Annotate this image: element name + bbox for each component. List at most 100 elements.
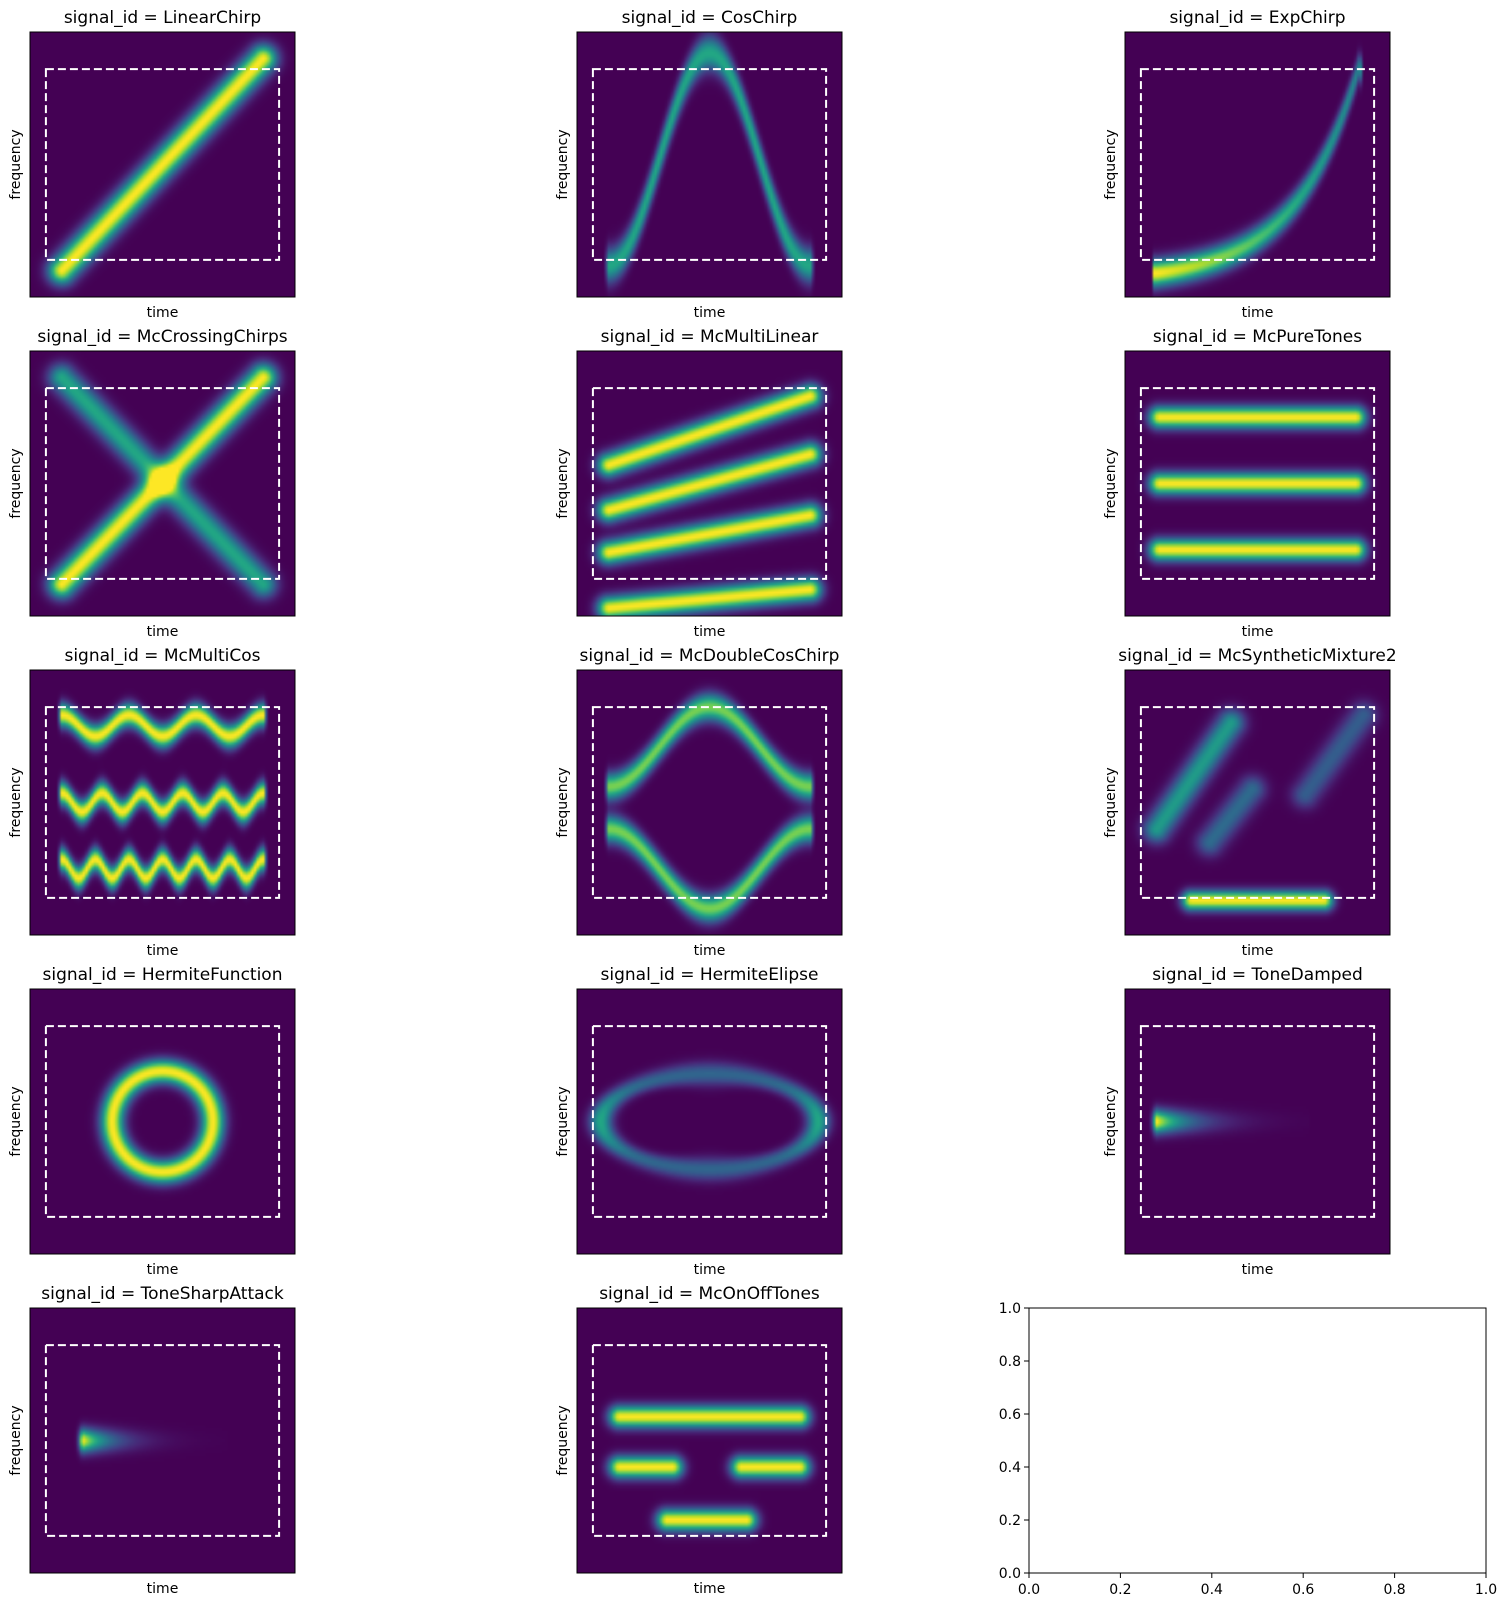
subplot: signal_id = HermiteFunction time frequency [8,965,296,1278]
axes-frame [1124,350,1391,617]
y-axis-label: frequency [555,129,571,199]
subplot: signal_id = McMultiCos time frequency [8,646,296,959]
subplot-title: signal_id = McOnOffTones [599,1284,820,1304]
heatmap-image [30,351,295,616]
heatmap-image [30,670,295,935]
y-axis-label: frequency [8,1086,24,1156]
subplot-title: signal_id = ExpChirp [1169,8,1345,28]
boundary-box [44,68,281,261]
subplot-title: signal_id = McCrossingChirps [37,327,287,347]
axes-frame [576,1307,843,1574]
x-tick-label: 0.0 [1018,1582,1040,1598]
y-axis-label: frequency [555,1405,571,1475]
y-tick-label: 0.8 [999,1354,1021,1370]
subplot-title: signal_id = ToneDamped [1152,965,1363,985]
subplot: signal_id = McMultiLinear time frequency [555,327,843,640]
subplot: signal_id = ToneDamped time frequency [1103,965,1391,1278]
y-axis-label: frequency [1103,1086,1119,1156]
x-axis-label: time [147,305,179,321]
subplot: signal_id = ExpChirp time frequency [1103,8,1391,321]
boundary-box [1139,387,1376,580]
y-axis-label: frequency [1103,448,1119,518]
empty-axes-frame [1028,1307,1487,1574]
boundary-box [591,706,828,899]
x-axis-label: time [147,943,179,959]
y-axis-label: frequency [8,448,24,518]
x-tick-label: 0.6 [1292,1582,1314,1598]
boundary-box [44,1344,281,1537]
y-axis-label: frequency [1103,767,1119,837]
boundary-box [591,68,828,261]
x-axis-label: time [1242,1262,1274,1278]
heatmap-image [577,670,842,935]
heatmap-image [577,351,842,616]
boundary-box [1139,68,1376,261]
subplot: signal_id = LinearChirp time frequency [8,8,296,321]
axes-frame [29,350,296,617]
subplot-title: signal_id = McSyntheticMixture2 [1118,646,1396,666]
subplot: signal_id = McSyntheticMixture2 time frequ… [1103,646,1397,959]
x-tick-label: 1.0 [1475,1582,1497,1598]
y-tick-label: 0.0 [999,1566,1021,1582]
subplot-title: signal_id = LinearChirp [64,8,261,28]
subplot: signal_id = CosChirp time frequency [555,8,843,321]
subplot: signal_id = ToneSharpAttack time frequency [8,1284,296,1597]
x-axis-label: time [694,1262,726,1278]
subplot: signal_id = McCrossingChirps time frequenc… [8,327,296,640]
y-axis-label: frequency [555,448,571,518]
y-axis-label: frequency [555,1086,571,1156]
axes-frame [1124,669,1391,936]
heatmap-image [30,1308,295,1573]
boundary-box [44,387,281,580]
x-tick-label: 0.4 [1201,1582,1223,1598]
boundary-box [44,1025,281,1218]
heatmap-image [577,989,842,1254]
x-axis-label: time [1242,624,1274,640]
subplot: 0.0 0.2 0.4 0.6 0.8 1.0 0.0 0.2 0.4 0.6 0.8 1.0 [999,1301,1497,1598]
axes-frame [29,31,296,298]
axes-frame [1124,988,1391,1255]
subplot: signal_id = McOnOffTones time frequency [555,1284,843,1597]
boundary-box [591,1344,828,1537]
x-axis-label: time [147,624,179,640]
x-axis-label: time [694,624,726,640]
subplot-title: signal_id = ToneSharpAttack [41,1284,284,1304]
subplot: signal_id = McPureTones time frequency [1103,327,1391,640]
boundary-box [1139,1025,1376,1218]
heatmap-image [1125,32,1390,297]
subplot-title: signal_id = McPureTones [1153,327,1362,347]
heatmap-image [577,1308,842,1573]
subplot: signal_id = McDoubleCosChirp time frequenc… [555,646,843,959]
axes-frame [576,988,843,1255]
subplot: signal_id = HermiteElipse time frequency [555,965,843,1278]
axes-frame [576,350,843,617]
y-axis-label: frequency [555,767,571,837]
y-axis-label: frequency [8,1405,24,1475]
axes-frame [576,31,843,298]
y-axis-label: frequency [1103,129,1119,199]
subplot-title: signal_id = McMultiLinear [601,327,819,347]
x-tick-label: 0.8 [1383,1582,1405,1598]
x-axis-label: time [1242,943,1274,959]
heatmap-image [1125,989,1390,1254]
x-axis-label: time [147,1581,179,1597]
axes-frame [29,988,296,1255]
x-axis-label: time [694,1581,726,1597]
boundary-box [1139,706,1376,899]
axes-frame [29,1307,296,1574]
subplot-title: signal_id = McDoubleCosChirp [580,646,840,666]
x-axis-label: time [1242,305,1274,321]
x-axis-label: time [147,1262,179,1278]
boundary-box [591,387,828,580]
y-axis-label: frequency [8,129,24,199]
y-tick-label: 0.4 [999,1460,1021,1476]
subplot-title: signal_id = McMultiCos [64,646,260,666]
heatmap-image [577,32,842,297]
heatmap-image [30,989,295,1254]
heatmap-image [30,32,295,297]
boundary-box [591,1025,828,1218]
subplot-title: signal_id = HermiteElipse [601,965,819,985]
y-tick-label: 0.2 [999,1513,1021,1529]
axes-frame [576,669,843,936]
boundary-box [44,706,281,899]
